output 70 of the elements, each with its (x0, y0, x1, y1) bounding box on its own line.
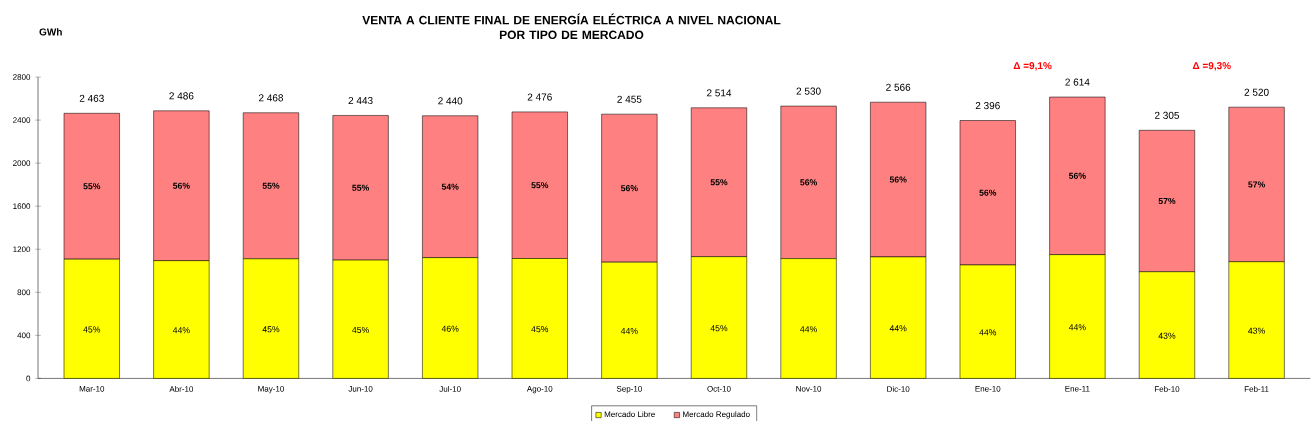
y-tick-label: 0 (26, 375, 31, 382)
total-label: 2 440 (438, 97, 463, 105)
text: Δ =9,3% (1192, 62, 1231, 71)
y-tick-label: 2000 (13, 160, 31, 166)
x-tick-label: Jul-10 (439, 385, 461, 392)
text: Δ =9,1% (1013, 62, 1052, 71)
annotation: 44% (620, 327, 638, 334)
x-tick-label: Ago-10 (526, 385, 553, 394)
total-label: 2 468 (258, 94, 284, 102)
legend-label: Mercado Libre (604, 411, 655, 417)
x-tick-label: Feb-10 (1154, 385, 1180, 392)
total-label: 2 486 (169, 92, 194, 100)
annotation: 44% (172, 327, 190, 334)
x-tick-label: Dic-10 (887, 385, 910, 392)
total-label: 2 463 (79, 94, 104, 102)
annotation: 45% (83, 326, 101, 333)
x-tick-label: Sep-10 (616, 385, 642, 394)
annotation: 45% (262, 326, 280, 333)
annotation: 45% (352, 326, 369, 333)
total-label: 2 305 (1154, 111, 1180, 119)
total-label: 2 614 (1065, 78, 1090, 86)
y-tick-label: 2400 (13, 117, 31, 123)
annotation: 55% (710, 179, 728, 186)
total-label: 2 396 (975, 102, 1000, 110)
annotation: 56% (1068, 172, 1086, 179)
x-tick-label: Ene-11 (1065, 385, 1090, 392)
annotation: 46% (441, 325, 459, 332)
x-tick-label: May-10 (258, 385, 285, 394)
annotation: 54% (441, 183, 459, 190)
total-label: 2 566 (886, 83, 911, 91)
y-tick-label: 800 (17, 289, 31, 296)
annotation: 56% (889, 176, 907, 183)
annotation: 56% (800, 179, 818, 186)
total-label: 2 520 (1244, 88, 1269, 96)
total-label: 2 443 (348, 96, 373, 105)
annotation: 45% (531, 326, 549, 333)
annotation: 44% (979, 329, 997, 336)
annotation: 55% (83, 183, 101, 190)
y-axis-title: GWh (39, 28, 62, 36)
annotation: 57% (1158, 197, 1176, 205)
x-tick-label: Oct-10 (707, 385, 731, 392)
y-tick-label: 1600 (13, 203, 31, 209)
x-tick-label: Abr-10 (169, 385, 194, 392)
annotation: 55% (531, 182, 549, 189)
annotation: 44% (889, 325, 907, 332)
annotation: 56% (620, 185, 638, 192)
legend-label: Mercado Regulado (683, 411, 750, 419)
annotation: 43% (1248, 327, 1265, 334)
annotation: 55% (262, 182, 280, 189)
y-tick-label: 1200 (13, 246, 31, 253)
total-label: 2 476 (527, 93, 552, 101)
y-tick-label: 400 (17, 332, 31, 339)
total-label: 2 530 (796, 87, 821, 95)
chart-title: VENTA A CLIENTE FINAL DE ENERGÍA ELÉCTRICA A NIVEL NACIONAL POR TIPO DE MERCADO (362, 13, 781, 40)
x-tick-label: Ene-10 (975, 385, 1001, 392)
annotation: 55% (352, 184, 370, 191)
annotation: 44% (1068, 324, 1086, 331)
annotation: 57% (1248, 181, 1265, 188)
x-tick-label: Nov-10 (796, 385, 822, 392)
x-tick-label: Jun-10 (348, 385, 373, 392)
annotation: 43% (1158, 332, 1176, 339)
annotation: 45% (710, 325, 728, 332)
y-tick-label: 2800 (13, 74, 31, 80)
total-label: 2 514 (706, 89, 732, 97)
annotation: 56% (172, 182, 190, 189)
x-tick-label: Feb-11 (1244, 385, 1269, 392)
total-label: 2 455 (617, 95, 642, 103)
annotation: 56% (979, 189, 997, 196)
x-tick-label: Mar-10 (79, 385, 105, 392)
annotation: 44% (800, 326, 817, 333)
